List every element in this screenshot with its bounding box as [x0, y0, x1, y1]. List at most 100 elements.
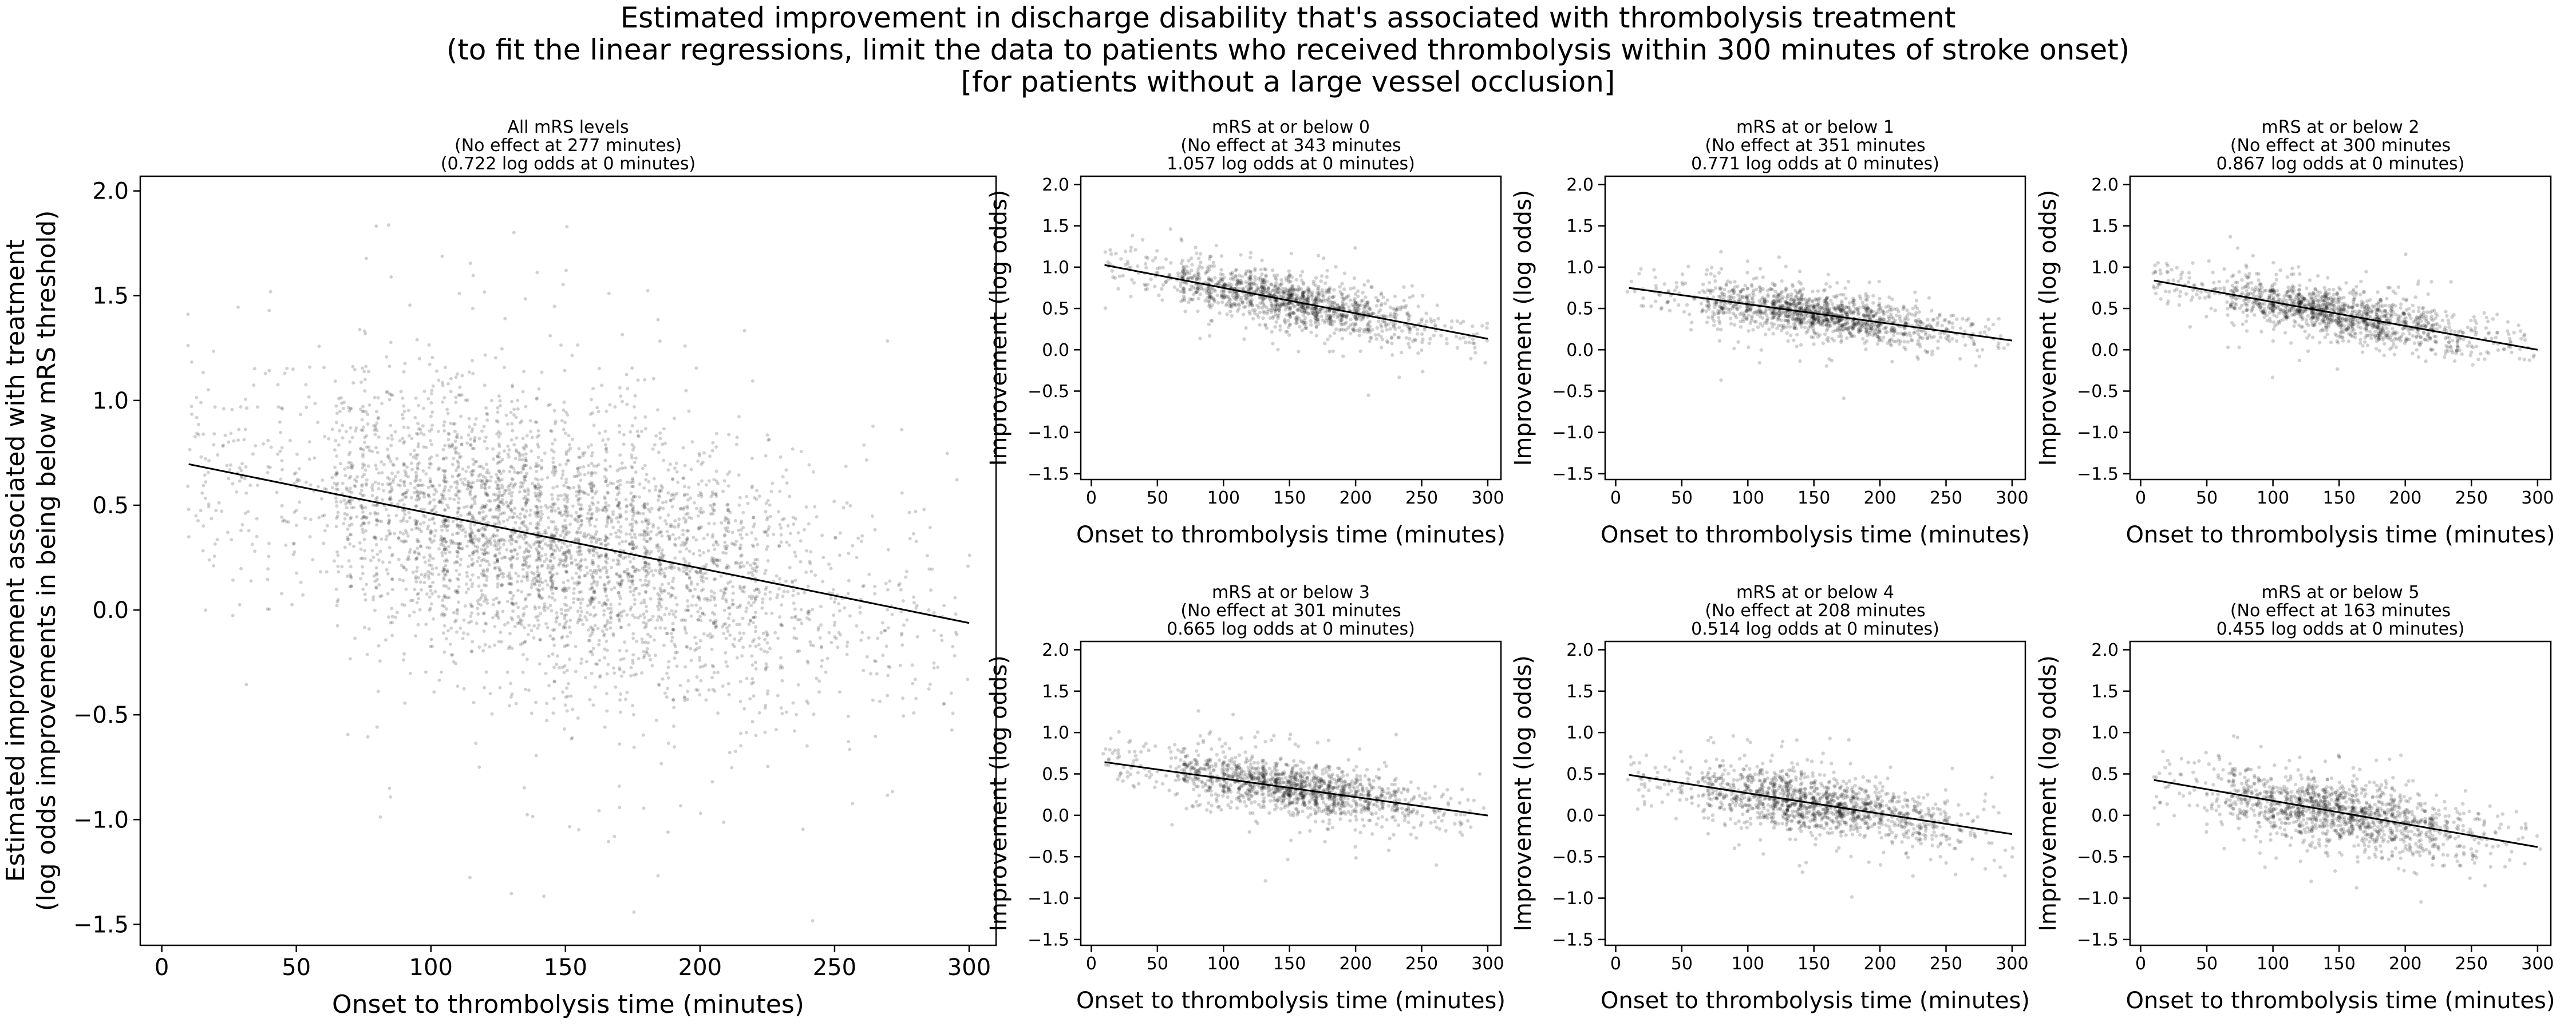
scatter-point [588, 569, 592, 573]
subplot-title-line-2: (No effect at 277 minutes) [455, 136, 682, 156]
scatter-point [753, 611, 757, 615]
scatter-point [495, 557, 499, 561]
scatter-point [321, 514, 325, 518]
scatter-point [508, 469, 512, 473]
scatter-point [263, 371, 267, 375]
scatter-point [581, 454, 585, 457]
scatter-point [579, 530, 583, 534]
scatter-point [509, 616, 513, 620]
scatter-point [428, 537, 432, 541]
scatter-point [617, 553, 621, 557]
scatter-point [365, 652, 369, 656]
scatter-point [344, 502, 348, 506]
scatter-point [456, 482, 460, 486]
scatter-point [418, 528, 422, 532]
scatter-point [434, 529, 438, 533]
scatter-point [396, 470, 400, 474]
scatter-point [742, 585, 746, 589]
scatter-point [437, 484, 441, 488]
scatter-point [457, 600, 460, 604]
scatter-point [768, 503, 772, 507]
scatter-point [698, 553, 702, 557]
scatter-point [336, 488, 340, 492]
scatter-point [522, 786, 526, 790]
scatter-point [536, 492, 540, 496]
scatter-point [730, 598, 734, 602]
scatter-point [410, 468, 414, 472]
scatter-point [544, 672, 548, 675]
scatter-point [455, 494, 459, 498]
scatter-point [1239, 253, 1243, 257]
scatter-point [662, 458, 666, 462]
scatter-point [413, 415, 417, 419]
scatter-point [222, 407, 226, 411]
scatter-point [750, 597, 753, 601]
scatter-point [710, 535, 714, 539]
scatter-point [376, 396, 380, 400]
scatter-point [778, 523, 782, 526]
scatter-point [479, 603, 483, 607]
scatter-point [778, 615, 782, 619]
scatter-point [1475, 332, 1479, 336]
scatter-point [837, 609, 841, 613]
scatter-point [416, 519, 420, 523]
scatter-point [673, 519, 677, 523]
scatter-point [364, 529, 368, 533]
scatter-point [442, 624, 447, 628]
scatter-point [564, 431, 567, 435]
scatter-point [335, 481, 339, 485]
scatter-point [683, 520, 688, 524]
scatter-point [1352, 286, 1356, 290]
scatter-point [538, 588, 542, 592]
scatter-point [471, 552, 475, 556]
scatter-point [523, 464, 527, 468]
scatter-point [766, 689, 770, 693]
scatter-point [538, 580, 542, 584]
scatter-point [522, 537, 526, 541]
scatter-point [408, 671, 412, 675]
scatter-point [388, 398, 392, 402]
scatter-point [900, 643, 904, 647]
scatter-point [187, 508, 191, 512]
scatter-point [457, 506, 461, 510]
scatter-point [283, 371, 287, 375]
scatter-point [621, 540, 625, 544]
scatter-point [464, 534, 468, 538]
scatter-point [346, 732, 350, 736]
scatter-point [398, 530, 402, 534]
scatter-point [521, 562, 525, 566]
scatter-point [495, 585, 499, 589]
scatter-point [577, 502, 581, 506]
scatter-point [1381, 295, 1386, 299]
scatter-point [207, 459, 211, 463]
scatter-point [733, 561, 737, 565]
scatter-point [564, 588, 568, 592]
scatter-point [582, 574, 586, 578]
scatter-point [337, 443, 341, 447]
scatter-point [421, 483, 425, 487]
scatter-point [738, 584, 742, 588]
scatter-point [571, 504, 575, 508]
scatter-point [540, 370, 544, 374]
scatter-point [488, 479, 492, 483]
scatter-point [733, 519, 737, 522]
scatter-point [227, 477, 231, 481]
scatter-point [595, 518, 598, 522]
scatter-point [735, 435, 739, 439]
scatter-point [793, 615, 797, 618]
scatter-point [204, 608, 208, 612]
scatter-point [621, 579, 625, 583]
scatter-point [602, 613, 606, 617]
scatter-point [537, 544, 541, 548]
scatter-point [694, 641, 698, 645]
scatter-point [656, 318, 660, 322]
scatter-point [645, 568, 649, 572]
scatter-point [533, 485, 537, 489]
scatter-point [243, 427, 247, 431]
scatter-point [932, 628, 936, 632]
scatter-point [559, 510, 563, 514]
scatter-point [757, 591, 761, 595]
scatter-point [227, 440, 231, 444]
scatter-point [629, 589, 633, 593]
scatter-point [447, 545, 451, 548]
